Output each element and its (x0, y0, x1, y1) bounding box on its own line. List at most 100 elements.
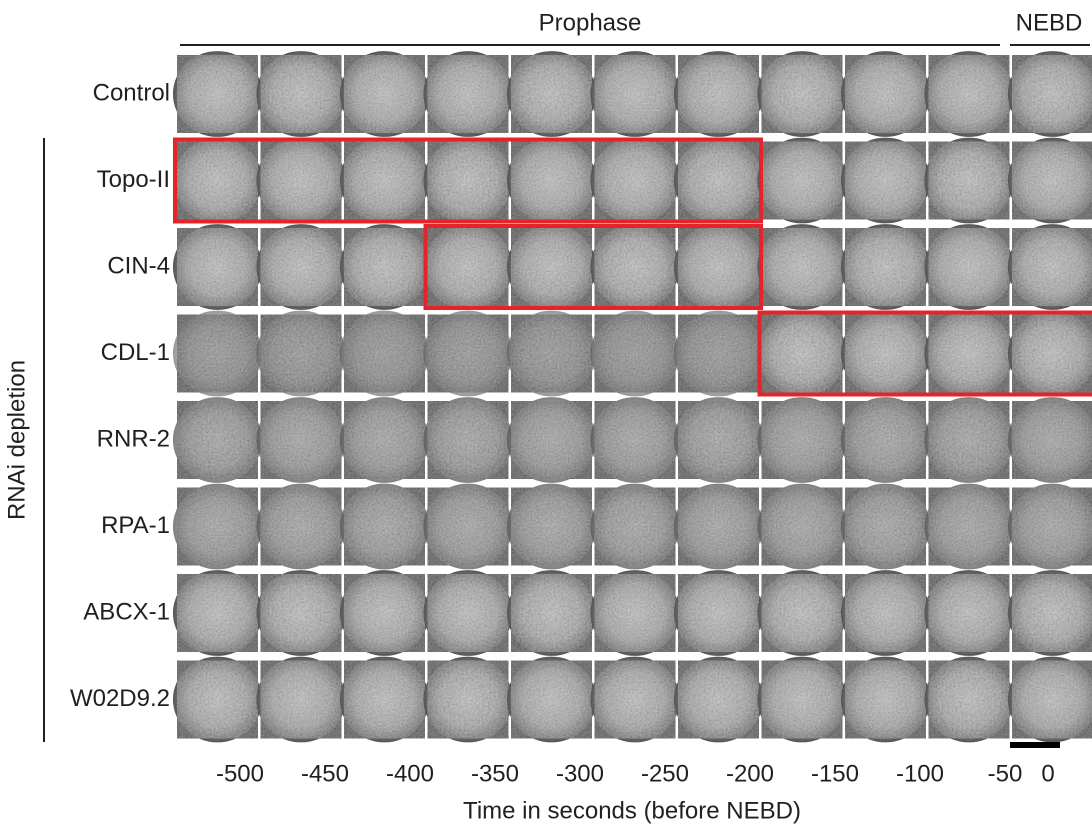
tile-noise (177, 55, 258, 133)
micrograph-tile (256, 656, 346, 743)
tile-noise (427, 487, 509, 566)
tile-noise (928, 314, 1010, 393)
micrograph-tile (339, 483, 430, 570)
tile-noise (1012, 574, 1092, 652)
micrograph-tile (1007, 397, 1092, 483)
tile-noise (678, 228, 759, 306)
micrograph-tile (339, 656, 430, 743)
phase-label: NEBD (1016, 9, 1083, 36)
micrograph-tile (757, 310, 847, 397)
tile-noise (594, 228, 676, 306)
tile-noise (845, 55, 926, 133)
row-label: ABCX-1 (83, 598, 170, 625)
highlight-box (423, 224, 763, 310)
micrograph-tile (506, 656, 597, 743)
micrograph-tile (172, 483, 263, 570)
micrograph-tile (1007, 656, 1092, 743)
micrograph-tile (172, 51, 263, 137)
tile-noise (761, 574, 843, 652)
tile-noise (594, 55, 676, 133)
tile-noise (845, 660, 926, 739)
micrograph-tile (590, 397, 680, 483)
row-label: Control (93, 79, 170, 106)
micrograph-tile (256, 137, 346, 224)
micrograph-tile (1007, 224, 1092, 310)
micrograph-tile (673, 137, 764, 224)
micrograph-tile (256, 483, 346, 570)
tile-noise (427, 574, 509, 652)
tile-noise (260, 487, 342, 566)
tile-noise (594, 660, 676, 739)
tile-noise (594, 401, 676, 479)
micrograph-tile (673, 656, 764, 743)
micrograph-tile (840, 397, 931, 483)
tile-noise (427, 55, 509, 133)
micrograph-tile (172, 137, 263, 224)
tile-noise (511, 141, 592, 220)
tile-noise (344, 228, 425, 306)
tile-noise (260, 314, 342, 393)
time-label: -300 (556, 760, 604, 787)
tile-noise (260, 55, 342, 133)
micrograph-tile (423, 397, 513, 483)
tile-noise (928, 660, 1010, 739)
micrograph-tile (757, 570, 847, 656)
tile-noise (344, 574, 425, 652)
micrograph-tile (840, 224, 931, 310)
micrograph-tile (172, 310, 263, 397)
micrograph-tile (256, 570, 346, 656)
tile-grid (172, 51, 1092, 743)
micrograph-tile (924, 397, 1014, 483)
micrograph-tile (1007, 570, 1092, 656)
micrograph-tile (757, 656, 847, 743)
micrograph-tile (757, 137, 847, 224)
micrograph-tile (590, 483, 680, 570)
micrograph-tile (840, 51, 931, 137)
tile-noise (511, 574, 592, 652)
micrograph-tile (924, 310, 1014, 397)
micrograph-tile (339, 570, 430, 656)
tile-noise (177, 314, 258, 393)
highlight-box (757, 310, 1092, 397)
tile-noise (1012, 401, 1092, 479)
time-label: -250 (641, 760, 689, 787)
tile-noise (1012, 141, 1092, 220)
micrograph-tile (423, 224, 513, 310)
tile-noise (260, 401, 342, 479)
tile-noise (678, 314, 759, 393)
time-label: -500 (216, 760, 264, 787)
micrograph-tile (339, 137, 430, 224)
tile-noise (845, 401, 926, 479)
micrograph-tile (673, 51, 764, 137)
tile-noise (260, 574, 342, 652)
tile-noise (344, 141, 425, 220)
tile-noise (761, 314, 843, 393)
tile-noise (594, 487, 676, 566)
tile-noise (761, 55, 843, 133)
time-label: -50 (988, 760, 1023, 787)
tile-noise (511, 228, 592, 306)
tile-noise (427, 660, 509, 739)
tile-noise (344, 487, 425, 566)
micrograph-tile (506, 137, 597, 224)
micrograph-tile (256, 224, 346, 310)
micrograph-tile (590, 137, 680, 224)
micrograph-tile (924, 483, 1014, 570)
tile-noise (845, 228, 926, 306)
tile-noise (344, 401, 425, 479)
micrograph-tile (506, 51, 597, 137)
tile-noise (177, 574, 258, 652)
tile-noise (511, 55, 592, 133)
tile-noise (678, 55, 759, 133)
phase-label: Prophase (539, 9, 642, 36)
tile-noise (1012, 55, 1092, 133)
tile-noise (1012, 314, 1092, 393)
micrograph-tile (924, 570, 1014, 656)
time-label: 0 (1041, 760, 1054, 787)
time-label: -350 (471, 760, 519, 787)
micrograph-tile (339, 51, 430, 137)
tile-noise (427, 141, 509, 220)
micrograph-tile (423, 51, 513, 137)
highlight-box (173, 137, 763, 224)
